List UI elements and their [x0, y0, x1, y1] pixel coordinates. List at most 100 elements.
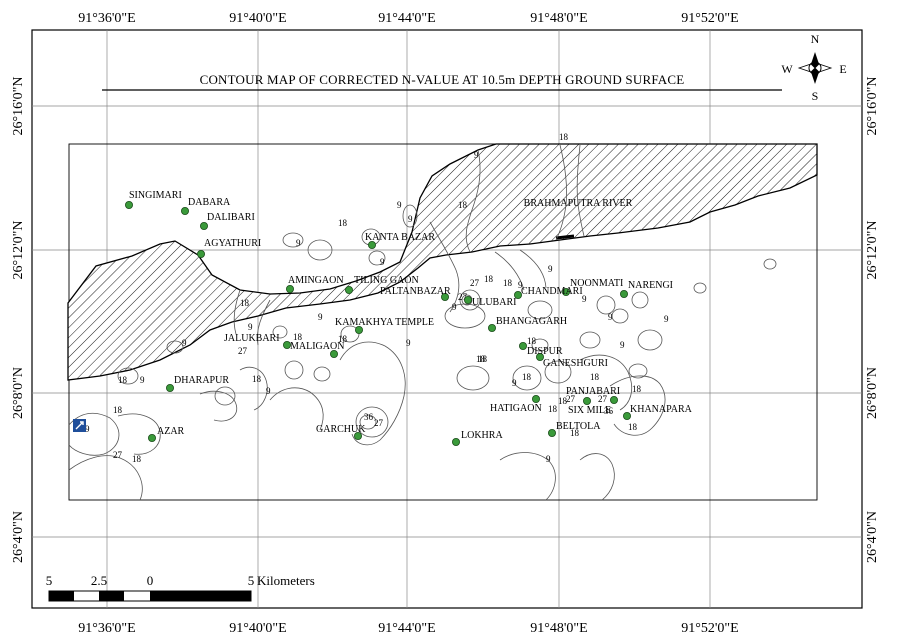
contour-label: 9	[248, 322, 253, 332]
place-label-noonmati: NOONMATI	[570, 278, 623, 289]
lon-label: 91°52'0"E	[681, 621, 738, 636]
contour-label: 9	[380, 257, 385, 267]
lon-label: 91°36'0"E	[78, 11, 135, 26]
contour-label: 9	[318, 312, 323, 322]
contour-label: 27	[470, 278, 480, 288]
compass-w: W	[781, 62, 793, 76]
contour-label: 27	[598, 394, 608, 404]
lon-label: 91°44'0"E	[378, 621, 435, 636]
contour-label: 18	[338, 218, 348, 228]
place-label-chandmari: CHANDMARI	[521, 286, 583, 297]
place-label-dispur: DISPUR	[527, 346, 563, 357]
contour-label: 18	[458, 200, 468, 210]
place-marker	[623, 411, 632, 420]
place-marker	[620, 289, 629, 298]
contour-label: 9	[397, 200, 402, 210]
contour-label: 9	[408, 214, 413, 224]
contour-label: 9	[266, 386, 271, 396]
brahmaputra-river	[67, 143, 818, 381]
contour-label: 18	[478, 354, 488, 364]
place-label-narengi: NARENGI	[628, 280, 673, 291]
contour-label: 27	[566, 394, 576, 404]
place-marker	[147, 433, 156, 442]
contour-label: 27	[238, 346, 248, 356]
place-marker	[285, 284, 294, 293]
contour-label: 18	[240, 298, 250, 308]
place-label-panjabari: PANJABARI	[566, 386, 620, 397]
contour-label: 18	[476, 354, 486, 364]
place-marker	[583, 396, 592, 405]
place-label-tiling-gaon: TILING GAON	[354, 275, 419, 286]
place-label-garchuk: GARCHUK	[316, 424, 366, 435]
lon-label: 91°52'0"E	[681, 11, 738, 26]
lat-label: 26°16'0"N	[865, 77, 880, 136]
contour-label: 9	[140, 375, 145, 385]
contour-label: 18	[558, 396, 568, 406]
contour-label: 9	[452, 302, 457, 312]
lon-label: 91°40'0"E	[229, 621, 286, 636]
place-marker	[610, 395, 619, 404]
longitude-labels-bottom: 91°36'0"E 91°40'0"E 91°44'0"E 91°48'0"E …	[78, 621, 738, 636]
contour-label: 18	[293, 332, 303, 342]
lon-label: 91°44'0"E	[378, 11, 435, 26]
contour-label: 9	[664, 314, 669, 324]
contour-label: 18	[484, 274, 494, 284]
place-label-dalibari: DALIBARI	[207, 212, 255, 223]
place-marker	[548, 428, 557, 437]
place-marker	[536, 352, 545, 361]
contour-label: 9	[608, 312, 613, 322]
lat-label: 26°8'0"N	[865, 367, 880, 419]
place-marker	[463, 295, 472, 304]
map-frame	[31, 29, 863, 609]
contour-label: 9	[546, 454, 551, 464]
contour-label: 27	[374, 418, 384, 428]
lon-label: 91°48'0"E	[530, 11, 587, 26]
place-label-dharapur: DHARAPUR	[174, 375, 229, 386]
contour-label: 18	[132, 454, 142, 464]
contour-label: 18	[503, 278, 513, 288]
lat-label: 26°12'0"N	[11, 221, 26, 280]
latitude-labels-left: 26°16'0"N 26°12'0"N 26°8'0"N 26°4'0"N	[11, 77, 26, 563]
contour-label: 18	[632, 384, 642, 394]
contour-label: 9	[582, 294, 587, 304]
lon-label: 91°36'0"E	[78, 621, 135, 636]
contour-labels: 18 9 9 18 9 18 9 9 18 18 9 27 9 18 9 9 1…	[85, 132, 669, 464]
place-marker	[367, 240, 376, 249]
scale-unit: Kilometers	[257, 573, 315, 588]
lon-label: 91°48'0"E	[530, 621, 587, 636]
place-label-azar: AZAR	[157, 426, 185, 437]
map-title: CONTOUR MAP OF CORRECTED N-VALUE AT 10.5…	[200, 72, 685, 87]
place-marker	[353, 431, 362, 440]
contour-label: 18	[527, 336, 537, 346]
place-label-paltanbazar: PALTANBAZAR	[380, 286, 451, 297]
place-marker	[329, 349, 338, 358]
scale-label: 0	[147, 573, 154, 588]
place-label-kamakhya-temple: KAMAKHYA TEMPLE	[335, 317, 434, 328]
place-marker	[487, 323, 496, 332]
place-marker	[440, 292, 449, 301]
place-marker	[282, 340, 291, 349]
place-label-khanapara: KHANAPARA	[630, 404, 693, 415]
river-channel	[555, 234, 575, 240]
contour-label: 9	[85, 424, 90, 434]
place-marker	[562, 287, 571, 296]
scale-label: 2.5	[91, 573, 107, 588]
scale-bar: 5 2.5 0 5 Kilometers	[46, 573, 315, 602]
lat-label: 26°8'0"N	[11, 367, 26, 419]
place-marker	[451, 437, 460, 446]
compass-s: S	[812, 89, 819, 103]
contour-label: 9	[296, 238, 301, 248]
place-labels: SINGIMARI DABARA DALIBARI AGYATHURI KANT…	[129, 190, 693, 441]
contour-label: 18	[522, 372, 532, 382]
contour-label: 36	[604, 406, 614, 416]
place-label-agyathuri: AGYATHURI	[204, 238, 261, 249]
lat-label: 26°16'0"N	[11, 77, 26, 136]
contour-label: 36	[364, 412, 374, 422]
contour-label: 18	[559, 132, 569, 142]
contour-label: 18	[570, 428, 580, 438]
place-label-lokhra: LOKHRA	[461, 430, 503, 441]
place-marker	[199, 221, 208, 230]
place-label-jalukbari: JALUKBARI	[224, 333, 280, 344]
contour-label: 18	[590, 372, 600, 382]
